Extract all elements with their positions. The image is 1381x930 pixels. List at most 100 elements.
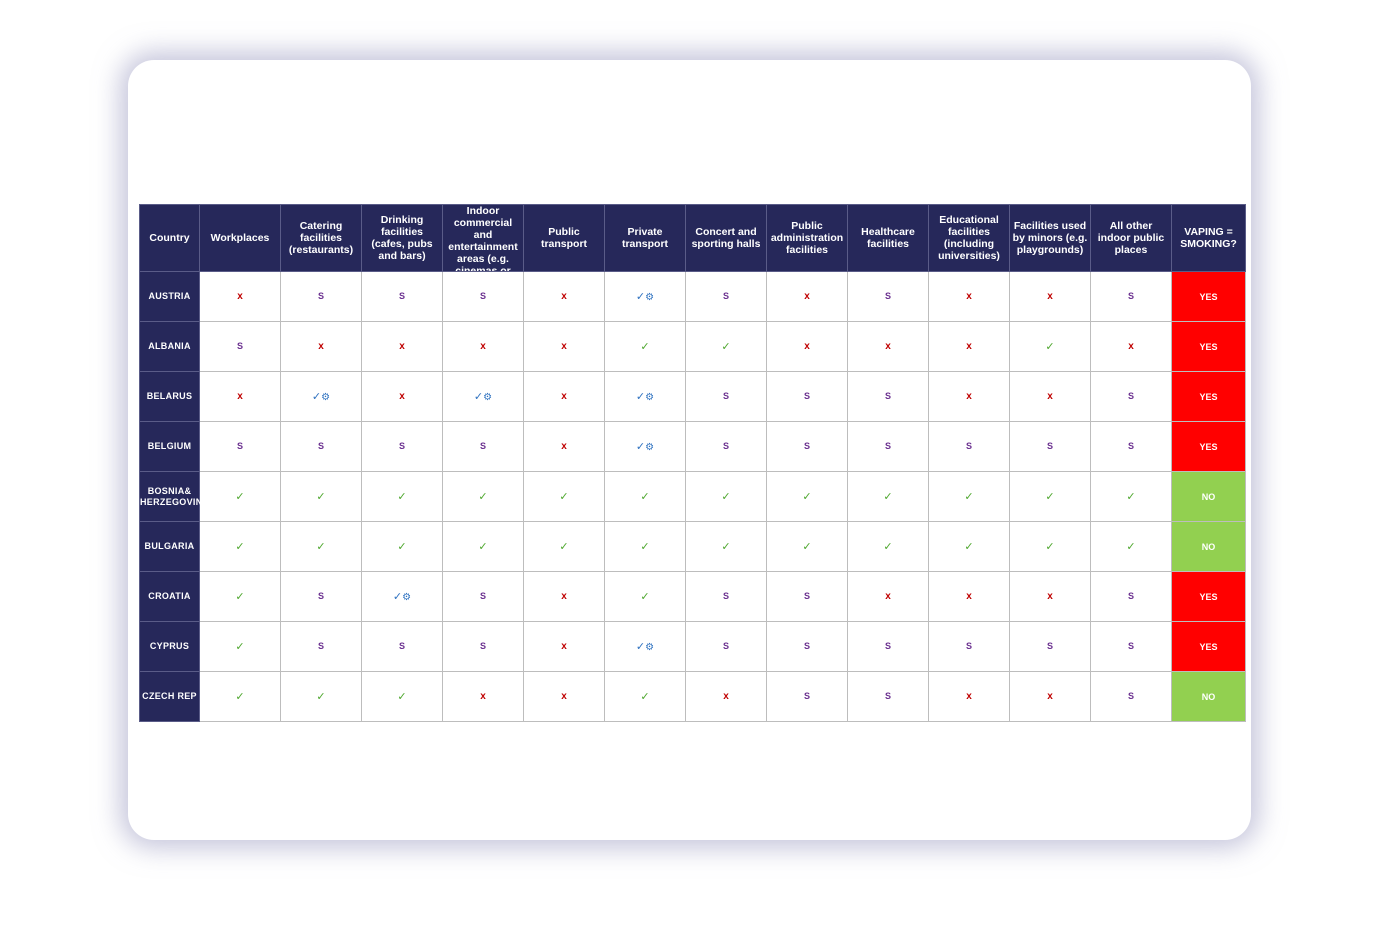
status-cell: ✓	[1090, 471, 1172, 522]
smoking-room-mark: S	[1127, 291, 1134, 301]
smoking-room-mark: S	[479, 441, 486, 451]
partial-check-icon: ✓	[635, 291, 646, 303]
smoking-room-mark: S	[1046, 641, 1053, 651]
vaping-status-badge: NO	[1171, 671, 1246, 722]
status-cell: x	[199, 271, 281, 322]
status-cell: ✓	[604, 671, 686, 722]
status-cell: ✓	[199, 471, 281, 522]
smoking-room-mark: S	[398, 291, 405, 301]
allowed-check-icon: ✓	[235, 691, 245, 703]
column-header: Public administration facilities	[766, 204, 848, 272]
status-cell: S	[847, 371, 929, 422]
smoking-room-mark: S	[479, 591, 486, 601]
status-cell: ✓⚙	[361, 571, 443, 622]
status-cell: S	[847, 271, 929, 322]
gear-icon: ⚙	[402, 592, 412, 603]
status-cell: ✓	[361, 471, 443, 522]
status-cell: S	[199, 321, 281, 372]
status-cell: ✓⚙	[280, 371, 362, 422]
status-cell: S	[1090, 421, 1172, 472]
partial-check-icon: ✓	[392, 591, 403, 603]
smoking-room-mark: S	[722, 641, 729, 651]
status-cell: S	[1090, 621, 1172, 672]
smoking-room-mark: S	[236, 341, 243, 351]
ban-mark: x	[237, 291, 243, 302]
column-header-label: Catering facilities (restaurants)	[288, 220, 354, 256]
status-cell: S	[685, 621, 767, 672]
allowed-check-icon: ✓	[721, 541, 731, 553]
status-cell: S	[442, 621, 524, 672]
vaping-status-badge: YES	[1171, 621, 1246, 672]
smoking-room-mark: S	[317, 641, 324, 651]
allowed-check-icon: ✓	[721, 341, 731, 353]
status-cell: ✓	[604, 321, 686, 372]
status-cell: ✓	[199, 571, 281, 622]
smoking-room-mark: S	[317, 291, 324, 301]
status-cell: S	[1009, 421, 1091, 472]
status-cell: S	[1090, 271, 1172, 322]
allowed-check-icon: ✓	[640, 691, 650, 703]
column-header: Public transport	[523, 204, 605, 272]
status-cell: ✓	[199, 621, 281, 672]
allowed-check-icon: ✓	[316, 541, 326, 553]
status-cell: x	[280, 321, 362, 372]
status-cell: S	[685, 421, 767, 472]
table-row: BULGARIA ✓ ✓ ✓ ✓ ✓ ✓ ✓ ✓ ✓ ✓ ✓ ✓ NO	[139, 521, 1246, 572]
column-header-label: Country	[149, 232, 190, 244]
partial-check-icon: ✓	[311, 391, 322, 403]
ban-mark: x	[480, 341, 486, 352]
status-cell: ✓	[604, 521, 686, 572]
status-cell: ✓⚙	[604, 271, 686, 322]
allowed-check-icon: ✓	[235, 591, 245, 603]
ban-mark: x	[966, 291, 972, 302]
smoking-room-mark: S	[1127, 591, 1134, 601]
vaping-status-badge: YES	[1171, 321, 1246, 372]
allowed-check-icon: ✓	[640, 491, 650, 503]
country-cell: CZECH REP	[139, 671, 200, 722]
allowed-check-icon: ✓	[964, 541, 974, 553]
vaping-status-badge: NO	[1171, 521, 1246, 572]
status-cell: S	[928, 621, 1010, 672]
allowed-check-icon: ✓	[964, 491, 974, 503]
country-cell: BELGIUM	[139, 421, 200, 472]
status-cell: S	[1090, 671, 1172, 722]
column-header: Concert and sporting halls	[685, 204, 767, 272]
ban-mark: x	[399, 341, 405, 352]
smoking-room-mark: S	[803, 641, 810, 651]
status-cell: S	[847, 671, 929, 722]
status-cell: ✓	[1009, 321, 1091, 372]
status-cell: ✓	[361, 671, 443, 722]
allowed-check-icon: ✓	[478, 491, 488, 503]
status-cell: x	[1009, 271, 1091, 322]
gear-icon: ⚙	[645, 442, 655, 453]
partial-check-icon: ✓	[635, 391, 646, 403]
status-cell: x	[523, 421, 605, 472]
status-cell: ✓	[604, 471, 686, 522]
status-cell: S	[766, 621, 848, 672]
column-header-label: Concert and sporting halls	[691, 226, 761, 250]
smoking-room-mark: S	[803, 591, 810, 601]
status-cell: S	[280, 621, 362, 672]
column-header-label: Workplaces	[210, 232, 270, 244]
column-header: Facilities used by minors (e.g. playgrou…	[1009, 204, 1091, 272]
ban-mark: x	[1047, 291, 1053, 302]
status-cell: ✓	[604, 571, 686, 622]
allowed-check-icon: ✓	[802, 541, 812, 553]
vaping-status-badge: YES	[1171, 371, 1246, 422]
ban-mark: x	[723, 691, 729, 702]
smoking-room-mark: S	[1127, 691, 1134, 701]
status-cell: ✓	[928, 521, 1010, 572]
allowed-check-icon: ✓	[235, 491, 245, 503]
status-cell: x	[766, 321, 848, 372]
country-cell: CYPRUS	[139, 621, 200, 672]
status-cell: S	[847, 421, 929, 472]
allowed-check-icon: ✓	[478, 541, 488, 553]
smoking-ban-table-wrapper: Country Workplaces Catering facilities (re…	[139, 204, 1246, 722]
allowed-check-icon: ✓	[235, 641, 245, 653]
smoking-room-mark: S	[722, 391, 729, 401]
column-header-label: Educational facilities (including univer…	[938, 214, 1000, 262]
country-cell: CROATIA	[139, 571, 200, 622]
status-cell: ✓⚙	[604, 421, 686, 472]
